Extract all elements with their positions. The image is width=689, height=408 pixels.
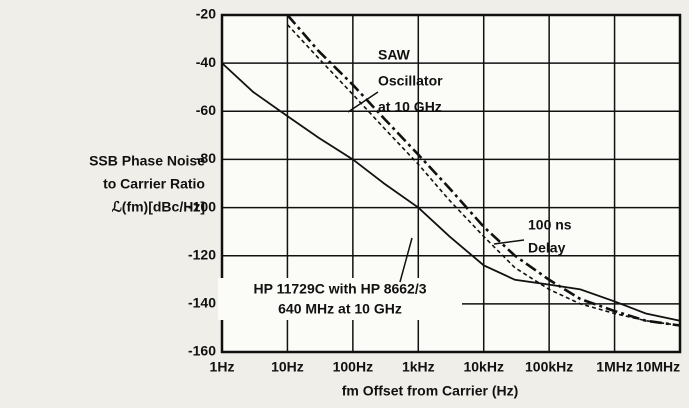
- annotation: HP 11729C with HP 8662/3: [253, 281, 426, 297]
- y-tick-label: -60: [196, 102, 216, 118]
- y-tick-label: -40: [196, 54, 216, 70]
- y-tick-label: -120: [188, 246, 216, 262]
- x-tick-label: 10MHz: [636, 359, 680, 375]
- x-tick-label: 100Hz: [333, 359, 373, 375]
- annotation: 100 ns: [528, 217, 572, 233]
- x-tick-label: 100kHz: [525, 359, 573, 375]
- series-line: [286, 14, 681, 327]
- x-tick-label: 1kHz: [402, 359, 435, 375]
- y-axis-label: SSB Phase Noise: [89, 153, 205, 169]
- annotation-background: [218, 278, 462, 320]
- series-line: [221, 62, 681, 322]
- x-axis-label: fm Offset from Carrier (Hz): [342, 383, 519, 399]
- annotation-arrow: [493, 239, 525, 245]
- y-axis-label: ℒ(fm)[dBc/Hz]: [112, 199, 205, 215]
- annotation: Delay: [528, 240, 566, 256]
- x-tick-label: 1MHz: [596, 359, 633, 375]
- x-tick-label: 10Hz: [271, 359, 304, 375]
- annotation: at 10 GHz: [378, 99, 442, 115]
- y-tick-label: -100: [188, 198, 216, 214]
- y-tick-label: -140: [188, 295, 216, 311]
- x-tick-label: 10kHz: [463, 359, 503, 375]
- annotation: Oscillator: [378, 73, 443, 89]
- series-line: [286, 24, 681, 327]
- y-tick-label: -80: [196, 150, 216, 166]
- y-tick-label: -160: [188, 343, 216, 359]
- x-tick-label: 1Hz: [210, 359, 235, 375]
- y-tick-label: -20: [196, 6, 216, 22]
- annotation-arrow: [347, 91, 379, 113]
- annotation-arrow: [399, 237, 413, 283]
- annotation: 640 MHz at 10 GHz: [278, 301, 402, 317]
- y-axis-label: to Carrier Ratio: [103, 176, 205, 192]
- annotation: SAW: [378, 47, 411, 63]
